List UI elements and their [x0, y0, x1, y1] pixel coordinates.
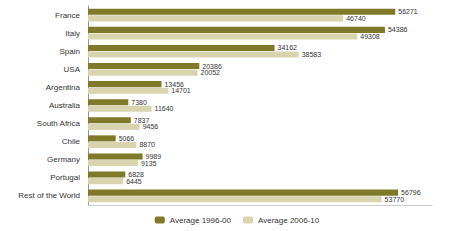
- svg-text:11640: 11640: [155, 105, 174, 112]
- svg-text:Spain: Spain: [60, 47, 80, 56]
- svg-text:Argentina: Argentina: [46, 83, 81, 92]
- svg-text:Average 1996-00: Average 1996-00: [170, 216, 232, 225]
- svg-text:Italy: Italy: [65, 29, 80, 38]
- svg-text:Rest of the World: Rest of the World: [18, 191, 80, 200]
- svg-text:56271: 56271: [398, 8, 418, 15]
- svg-text:South Africa: South Africa: [37, 119, 81, 128]
- svg-text:38583: 38583: [302, 51, 322, 58]
- svg-text:20052: 20052: [200, 69, 220, 76]
- svg-text:13456: 13456: [164, 80, 184, 88]
- svg-text:USA: USA: [64, 65, 81, 74]
- svg-text:8870: 8870: [139, 141, 155, 148]
- svg-text:14701: 14701: [171, 87, 191, 94]
- svg-text:9989: 9989: [145, 153, 162, 160]
- svg-text:34162: 34162: [278, 44, 298, 51]
- svg-text:7837: 7837: [133, 116, 150, 124]
- svg-text:Chile: Chile: [62, 137, 81, 146]
- svg-text:49308: 49308: [360, 33, 380, 40]
- svg-text:6445: 6445: [126, 178, 142, 185]
- svg-text:7380: 7380: [131, 99, 147, 106]
- svg-text:6828: 6828: [128, 171, 144, 179]
- svg-text:9135: 9135: [141, 160, 157, 167]
- svg-text:Germany: Germany: [47, 155, 80, 164]
- svg-text:Portugal: Portugal: [50, 173, 80, 182]
- svg-text:France: France: [55, 11, 80, 20]
- svg-text:9456: 9456: [143, 123, 159, 130]
- svg-text:46740: 46740: [346, 15, 366, 22]
- svg-text:53770: 53770: [385, 196, 405, 203]
- svg-text:20386: 20386: [202, 62, 222, 70]
- svg-text:Australia: Australia: [49, 101, 81, 110]
- svg-text:56796: 56796: [401, 189, 421, 197]
- svg-text:Average 2006-10: Average 2006-10: [258, 216, 320, 225]
- svg-text:54386: 54386: [388, 26, 408, 33]
- svg-text:5066: 5066: [119, 135, 135, 142]
